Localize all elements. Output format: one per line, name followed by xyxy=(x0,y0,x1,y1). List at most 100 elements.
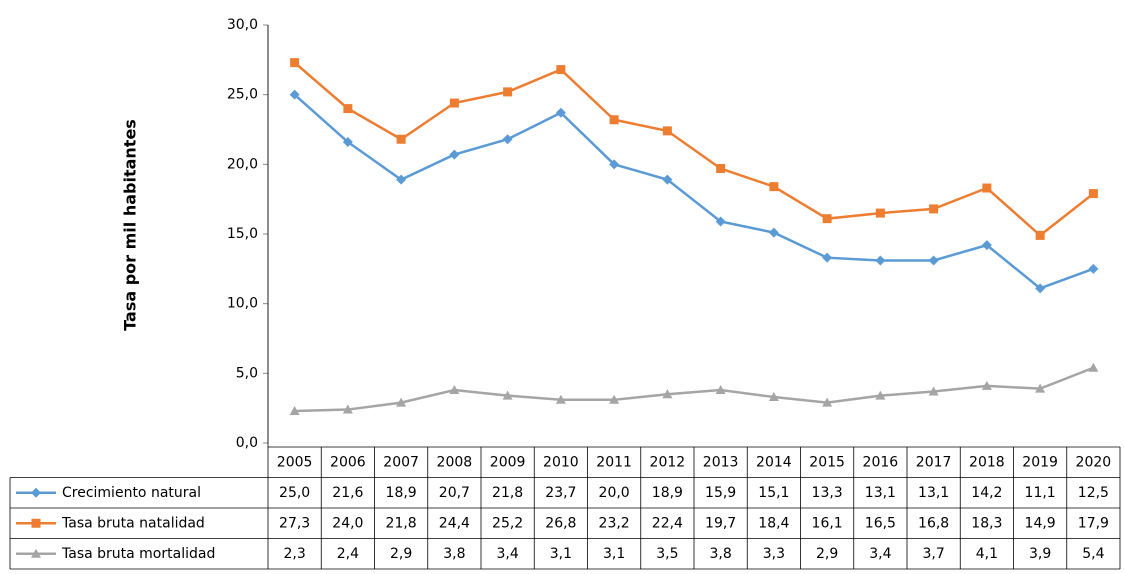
marker xyxy=(662,389,673,399)
table-value: 11,1 xyxy=(1025,485,1056,501)
table-value: 13,1 xyxy=(865,485,896,501)
marker xyxy=(929,204,939,214)
table-value: 21,8 xyxy=(492,485,523,501)
marker xyxy=(555,394,566,404)
y-tick-label: 15,0 xyxy=(227,226,258,242)
x-tick-label: 2010 xyxy=(543,454,579,470)
marker xyxy=(981,240,992,251)
table-value: 18,9 xyxy=(652,485,683,501)
y-tick-label: 25,0 xyxy=(227,87,258,103)
table-value: 4,1 xyxy=(976,546,998,562)
marker xyxy=(822,397,833,407)
legend-label: Tasa bruta natalidad xyxy=(61,515,205,531)
marker xyxy=(555,107,566,118)
marker xyxy=(556,65,566,75)
marker xyxy=(715,385,726,395)
table-value: 16,8 xyxy=(918,515,949,531)
marker xyxy=(982,183,992,193)
marker xyxy=(875,208,885,218)
x-tick-label: 2019 xyxy=(1022,454,1058,470)
x-tick-label: 2007 xyxy=(383,454,419,470)
y-axis-label: Tasa por mil habitantes xyxy=(121,119,140,331)
table-value: 15,1 xyxy=(758,485,789,501)
table-value: 5,4 xyxy=(1082,546,1104,562)
table-value: 16,1 xyxy=(812,515,843,531)
table-value: 3,3 xyxy=(763,546,785,562)
x-tick-label: 2013 xyxy=(703,454,739,470)
table-value: 21,6 xyxy=(332,485,363,501)
marker xyxy=(342,404,353,414)
marker xyxy=(1035,230,1045,240)
marker xyxy=(449,149,460,160)
marker xyxy=(1088,263,1099,274)
table-value: 13,3 xyxy=(812,485,843,501)
table-value: 20,7 xyxy=(439,485,470,501)
marker xyxy=(31,518,41,528)
marker xyxy=(396,174,407,185)
series-line xyxy=(293,93,1094,290)
marker xyxy=(609,159,620,170)
marker xyxy=(31,487,41,498)
marker xyxy=(662,126,672,136)
table-value: 17,9 xyxy=(1078,515,1109,531)
marker xyxy=(290,58,300,68)
table-value: 3,4 xyxy=(869,546,891,562)
marker xyxy=(289,405,300,415)
legend-label: Tasa bruta mortalidad xyxy=(61,546,215,562)
y-tick-label: 30,0 xyxy=(227,17,258,33)
table-value: 23,7 xyxy=(545,485,576,501)
table-value: 23,2 xyxy=(599,515,630,531)
marker xyxy=(502,390,513,400)
table-value: 21,8 xyxy=(386,515,417,531)
table-value: 3,9 xyxy=(1029,546,1051,562)
marker xyxy=(289,89,300,100)
marker xyxy=(715,216,726,227)
marker xyxy=(875,255,886,266)
table-value: 2,4 xyxy=(337,546,359,562)
table-value: 2,9 xyxy=(816,546,838,562)
table-value: 24,4 xyxy=(439,515,470,531)
table-value: 20,0 xyxy=(599,485,630,501)
marker xyxy=(1088,189,1098,199)
table-value: 12,5 xyxy=(1078,485,1109,501)
x-tick-label: 2014 xyxy=(756,454,792,470)
table-value: 19,7 xyxy=(705,515,736,531)
marker xyxy=(609,115,619,125)
marker xyxy=(396,397,407,407)
marker xyxy=(768,227,779,238)
table-value: 3,4 xyxy=(496,546,518,562)
table-value: 18,3 xyxy=(971,515,1002,531)
marker xyxy=(822,214,832,224)
table-value: 18,4 xyxy=(758,515,789,531)
x-tick-label: 2017 xyxy=(916,454,952,470)
table-value: 25,2 xyxy=(492,515,523,531)
table-value: 14,2 xyxy=(971,485,1002,501)
x-tick-label: 2005 xyxy=(277,454,313,470)
table-value: 18,9 xyxy=(386,485,417,501)
marker xyxy=(1088,362,1099,372)
marker xyxy=(875,390,886,400)
x-tick-label: 2016 xyxy=(863,454,899,470)
legend-label: Crecimiento natural xyxy=(62,485,201,501)
table-value: 25,0 xyxy=(279,485,310,501)
table-value: 3,7 xyxy=(922,546,944,562)
x-tick-label: 2020 xyxy=(1076,454,1112,470)
marker xyxy=(822,252,833,263)
y-tick-label: 20,0 xyxy=(227,156,258,172)
x-tick-label: 2009 xyxy=(490,454,526,470)
marker xyxy=(31,548,41,558)
table-value: 2,9 xyxy=(390,546,412,562)
x-tick-label: 2015 xyxy=(809,454,845,470)
table-value: 3,8 xyxy=(443,546,465,562)
marker xyxy=(502,134,513,145)
series-line xyxy=(293,61,1095,238)
y-tick-label: 0,0 xyxy=(236,435,258,451)
table-value: 24,0 xyxy=(332,515,363,531)
marker xyxy=(716,164,726,174)
x-tick-label: 2012 xyxy=(650,454,686,470)
table-value: 27,3 xyxy=(279,515,310,531)
marker xyxy=(1035,383,1046,393)
marker xyxy=(503,87,513,97)
marker xyxy=(449,98,459,108)
